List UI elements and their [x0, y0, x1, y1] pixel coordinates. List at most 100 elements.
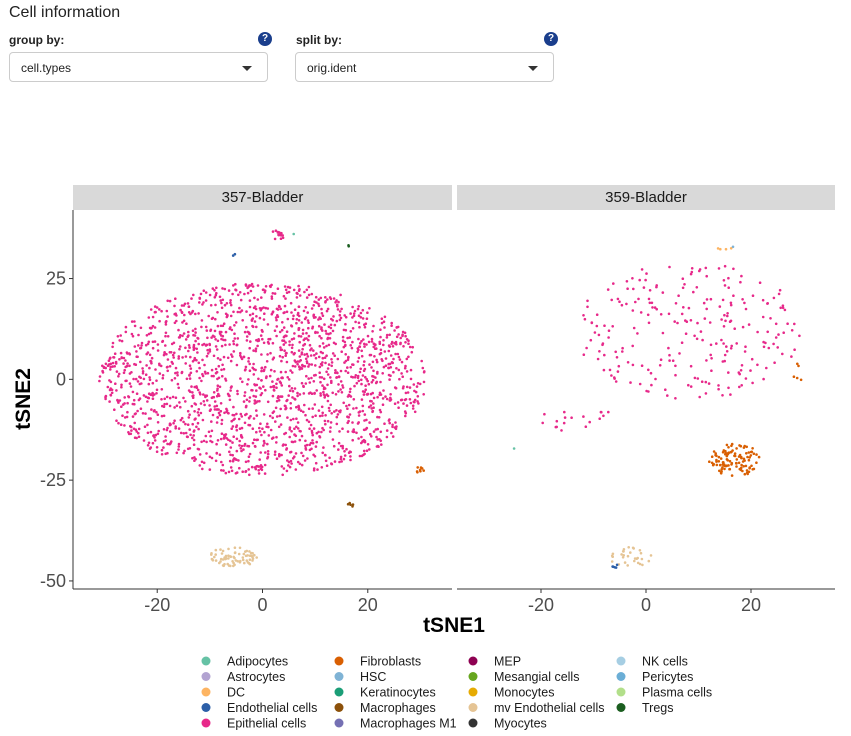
question-circle-icon[interactable]: ?	[544, 32, 558, 46]
data-point	[275, 307, 279, 311]
data-point	[110, 391, 114, 395]
data-point	[127, 432, 131, 436]
data-point	[241, 556, 245, 559]
data-point	[131, 334, 135, 338]
data-point	[158, 372, 162, 375]
group-by-select[interactable]: cell.types	[9, 52, 268, 82]
data-point	[421, 366, 425, 370]
data-point	[610, 560, 614, 563]
data-point	[598, 417, 601, 421]
data-point	[123, 416, 127, 419]
data-point	[305, 352, 309, 356]
data-point	[245, 335, 249, 338]
data-point	[154, 433, 158, 437]
data-point	[755, 453, 758, 456]
data-point	[331, 391, 335, 395]
data-point	[184, 431, 188, 435]
data-point	[228, 459, 232, 463]
data-point	[181, 321, 184, 324]
question-circle-icon[interactable]: ?	[258, 32, 272, 46]
data-point	[173, 419, 176, 423]
data-point	[724, 464, 728, 468]
data-point	[352, 398, 356, 401]
data-point	[306, 355, 310, 358]
data-point	[621, 556, 625, 559]
data-point	[210, 368, 214, 372]
data-point	[385, 429, 389, 432]
data-point	[320, 326, 323, 329]
data-point	[148, 378, 152, 382]
data-point	[636, 556, 639, 560]
data-point	[258, 458, 262, 461]
data-point	[374, 428, 378, 431]
data-point	[282, 294, 286, 298]
legend-label: Epithelial cells	[227, 717, 306, 731]
data-point	[603, 353, 606, 357]
data-point	[253, 466, 257, 469]
data-point	[245, 398, 249, 402]
data-point	[307, 407, 311, 411]
data-point	[231, 413, 234, 417]
data-point	[699, 330, 703, 333]
data-point	[213, 329, 217, 333]
data-point	[717, 387, 720, 391]
data-point	[306, 311, 310, 314]
data-point	[197, 342, 200, 346]
data-point	[168, 404, 172, 408]
data-point	[321, 411, 325, 415]
data-point	[303, 403, 306, 407]
data-point	[254, 389, 258, 392]
data-point	[366, 443, 370, 446]
data-point	[351, 421, 354, 424]
data-point	[247, 459, 250, 463]
data-point	[220, 301, 223, 305]
data-point	[724, 319, 727, 323]
data-point	[314, 364, 317, 367]
data-point	[632, 326, 636, 330]
data-point	[301, 363, 304, 367]
data-point	[397, 368, 401, 372]
data-point	[284, 297, 287, 300]
data-point	[289, 301, 293, 305]
data-point	[416, 382, 420, 385]
data-point	[219, 560, 222, 563]
data-point	[179, 334, 182, 337]
data-point	[139, 326, 143, 330]
data-point	[382, 339, 385, 342]
data-point	[650, 301, 654, 305]
data-point	[186, 302, 190, 305]
data-point	[724, 452, 727, 455]
data-point	[260, 369, 263, 373]
data-point	[774, 322, 778, 326]
data-point	[351, 327, 355, 330]
data-point	[297, 305, 301, 309]
data-point	[796, 362, 799, 366]
data-point	[388, 421, 392, 425]
data-point	[762, 340, 765, 344]
data-point	[292, 417, 295, 421]
data-point	[193, 356, 197, 360]
data-point	[257, 469, 261, 472]
data-point	[155, 450, 159, 454]
data-point	[201, 358, 204, 362]
data-point	[361, 409, 365, 413]
data-point	[252, 394, 255, 398]
data-point	[252, 417, 256, 420]
data-point	[267, 337, 270, 341]
data-point	[294, 452, 298, 455]
data-point	[422, 393, 426, 396]
data-point	[182, 396, 185, 400]
data-point	[260, 366, 264, 370]
data-point	[321, 361, 324, 364]
legend-label: Pericytes	[642, 670, 693, 684]
data-point	[282, 335, 286, 339]
data-point	[283, 285, 287, 288]
data-point	[715, 463, 719, 467]
data-point	[231, 292, 234, 296]
split-by-select[interactable]: orig.ident	[295, 52, 554, 82]
data-point	[422, 370, 426, 374]
data-point	[155, 388, 159, 392]
data-point	[400, 398, 404, 402]
data-point	[710, 369, 713, 373]
data-point	[397, 406, 400, 410]
